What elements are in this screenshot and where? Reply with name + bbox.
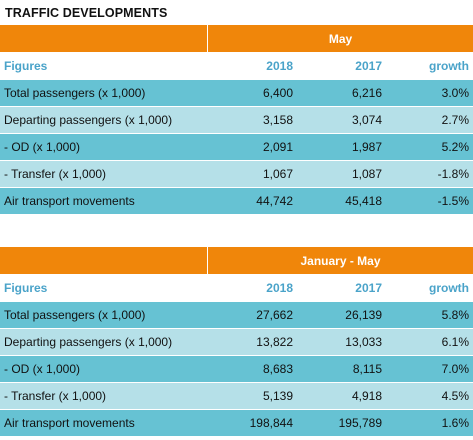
table-row: - Transfer (x 1,000) 1,067 1,087 -1.8% (0, 161, 473, 188)
table-row: Air transport movements 44,742 45,418 -1… (0, 188, 473, 215)
row-label: - OD (x 1,000) (4, 140, 81, 154)
traffic-table-may: May Figures 2018 2017 growth Total passe… (0, 25, 473, 215)
column-header-row: Figures 2018 2017 growth (0, 53, 473, 80)
value-2018: 2,091 (262, 140, 293, 154)
table-row: - OD (x 1,000) 8,683 8,115 7.0% (0, 356, 473, 383)
column-header-growth: growth (429, 59, 469, 73)
value-2017: 6,216 (351, 86, 382, 100)
row-label: Total passengers (x 1,000) (4, 86, 146, 100)
value-2018: 3,158 (262, 113, 293, 127)
value-2017: 13,033 (345, 335, 382, 349)
row-label: - Transfer (x 1,000) (4, 389, 107, 403)
table-row: Air transport movements 198,844 195,789 … (0, 410, 473, 437)
value-2018: 27,662 (256, 308, 293, 322)
value-2018: 13,822 (256, 335, 293, 349)
value-growth: 3.0% (441, 86, 469, 100)
value-2018: 1,067 (262, 167, 293, 181)
value-2018: 6,400 (262, 86, 293, 100)
value-2017: 26,139 (345, 308, 382, 322)
column-header-2018: 2018 (266, 281, 293, 295)
period-header-row: May (0, 25, 473, 53)
value-2017: 4,918 (351, 389, 382, 403)
column-header-figures: Figures (4, 281, 48, 295)
value-2017: 3,074 (351, 113, 382, 127)
row-label: Air transport movements (4, 416, 135, 430)
row-label: Departing passengers (x 1,000) (4, 335, 173, 349)
column-header-figures: Figures (4, 59, 48, 73)
value-2018: 8,683 (262, 362, 293, 376)
value-growth: 2.7% (441, 113, 469, 127)
table-row: Departing passengers (x 1,000) 3,158 3,0… (0, 107, 473, 134)
column-header-2018: 2018 (266, 59, 293, 73)
period-label: January - May (207, 247, 473, 274)
table-row: Departing passengers (x 1,000) 13,822 13… (0, 329, 473, 356)
value-growth: -1.8% (437, 167, 469, 181)
page-title: TRAFFIC DEVELOPMENTS (5, 6, 168, 20)
value-2018: 5,139 (262, 389, 293, 403)
row-label: Departing passengers (x 1,000) (4, 113, 173, 127)
column-header-growth: growth (429, 281, 469, 295)
table-row: Total passengers (x 1,000) 27,662 26,139… (0, 302, 473, 329)
period-label: May (207, 25, 473, 52)
column-header-row: Figures 2018 2017 growth (0, 275, 473, 302)
value-2017: 1,987 (351, 140, 382, 154)
value-growth: 5.2% (441, 140, 469, 154)
row-label: - OD (x 1,000) (4, 362, 81, 376)
table-row: - Transfer (x 1,000) 5,139 4,918 4.5% (0, 383, 473, 410)
value-2017: 45,418 (345, 194, 382, 208)
column-header-2017: 2017 (355, 281, 382, 295)
value-growth: 1.6% (441, 416, 469, 430)
traffic-table-january-may: January - May Figures 2018 2017 growth T… (0, 247, 473, 437)
value-2017: 195,789 (338, 416, 382, 430)
value-growth: 5.8% (441, 308, 469, 322)
value-growth: 6.1% (441, 335, 469, 349)
value-2018: 44,742 (256, 194, 293, 208)
value-growth: -1.5% (437, 194, 469, 208)
row-label: - Transfer (x 1,000) (4, 167, 107, 181)
value-2017: 1,087 (351, 167, 382, 181)
table-row: Total passengers (x 1,000) 6,400 6,216 3… (0, 80, 473, 107)
table-row: - OD (x 1,000) 2,091 1,987 5.2% (0, 134, 473, 161)
period-header-row: January - May (0, 247, 473, 275)
value-growth: 4.5% (441, 389, 469, 403)
value-2017: 8,115 (352, 362, 382, 376)
column-header-2017: 2017 (355, 59, 382, 73)
value-2018: 198,844 (249, 416, 293, 430)
row-label: Air transport movements (4, 194, 135, 208)
value-growth: 7.0% (441, 362, 469, 376)
row-label: Total passengers (x 1,000) (4, 308, 146, 322)
